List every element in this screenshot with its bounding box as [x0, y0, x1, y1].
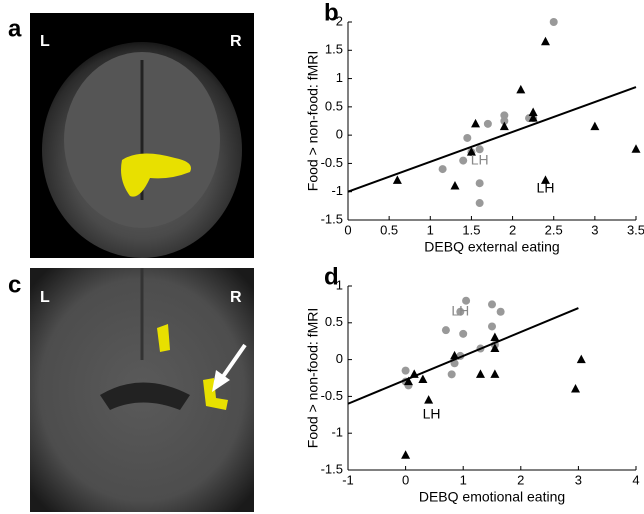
point — [459, 157, 467, 165]
point — [450, 181, 459, 190]
point — [632, 144, 641, 153]
side-label: R — [230, 33, 242, 50]
point — [393, 175, 402, 184]
x-tick-label: 1.5 — [462, 222, 480, 237]
y-tick-label: -1.5 — [321, 211, 343, 226]
panel-label: b — [324, 0, 339, 26]
side-label: L — [40, 289, 50, 306]
x-tick-label: 3 — [591, 222, 598, 237]
x-tick-label: 1 — [427, 222, 434, 237]
point — [488, 300, 496, 308]
annotation: LH — [451, 302, 469, 318]
x-tick-label: 2.5 — [545, 222, 563, 237]
y-tick-label: 0.5 — [325, 314, 343, 329]
point — [401, 450, 410, 459]
x-tick-label: 1 — [460, 472, 467, 487]
y-tick-label: 1 — [336, 70, 343, 85]
panel-label: a — [8, 15, 22, 42]
x-tick-label: -1 — [342, 472, 354, 487]
point — [418, 374, 427, 383]
y-tick-label: -1.5 — [321, 461, 343, 476]
side-label: R — [230, 289, 242, 306]
point — [402, 367, 410, 375]
point — [497, 308, 505, 316]
annotation: LH — [471, 151, 489, 167]
fit-line — [348, 308, 578, 404]
point — [442, 326, 450, 334]
point — [490, 333, 499, 342]
point — [488, 322, 496, 330]
y-tick-label: 0.5 — [325, 98, 343, 113]
y-tick-label: -1 — [331, 183, 343, 198]
y-tick-label: 1.5 — [325, 42, 343, 57]
point — [476, 179, 484, 187]
y-tick-label: -0.5 — [321, 388, 343, 403]
y-tick-label: -1 — [331, 425, 343, 440]
x-tick-label: 2 — [509, 222, 516, 237]
y-tick-label: 0 — [336, 127, 343, 142]
fit-line — [348, 87, 636, 192]
brain-image-c — [30, 268, 254, 512]
panel-label: d — [324, 263, 339, 290]
point — [476, 199, 484, 207]
point — [550, 18, 558, 26]
figure: a L R c L R -1.5-1-0.500.511.5200.511.52… — [0, 0, 644, 514]
point — [590, 122, 599, 131]
x-tick-label: 0.5 — [380, 222, 398, 237]
y-tick-label: -0.5 — [321, 155, 343, 170]
x-tick-label: 3.5 — [627, 222, 644, 237]
point — [476, 369, 485, 378]
point — [490, 369, 499, 378]
x-axis-label: DEBQ emotional eating — [419, 489, 565, 505]
side-label: L — [40, 33, 50, 50]
y-axis-label: Food > non-food: fMRI — [305, 51, 321, 191]
annotation: LH — [423, 406, 441, 422]
x-tick-label: 3 — [575, 472, 582, 487]
x-tick-label: 2 — [517, 472, 524, 487]
x-tick-label: 0 — [344, 222, 351, 237]
y-axis-label: Food > non-food: fMRI — [305, 308, 321, 448]
point — [439, 165, 447, 173]
x-tick-label: 0 — [402, 472, 409, 487]
point — [424, 395, 433, 404]
y-tick-label: 0 — [336, 351, 343, 366]
x-tick-label: 4 — [632, 472, 639, 487]
brain-image-a — [30, 13, 254, 258]
point — [471, 119, 480, 128]
point — [448, 370, 456, 378]
point — [541, 37, 550, 46]
annotation: LH — [537, 180, 555, 196]
panel-label: c — [8, 271, 21, 298]
point — [463, 134, 471, 142]
point — [459, 330, 467, 338]
point — [571, 384, 580, 393]
point — [577, 355, 586, 364]
point — [516, 85, 525, 94]
x-axis-label: DEBQ external eating — [424, 239, 559, 255]
point — [484, 120, 492, 128]
